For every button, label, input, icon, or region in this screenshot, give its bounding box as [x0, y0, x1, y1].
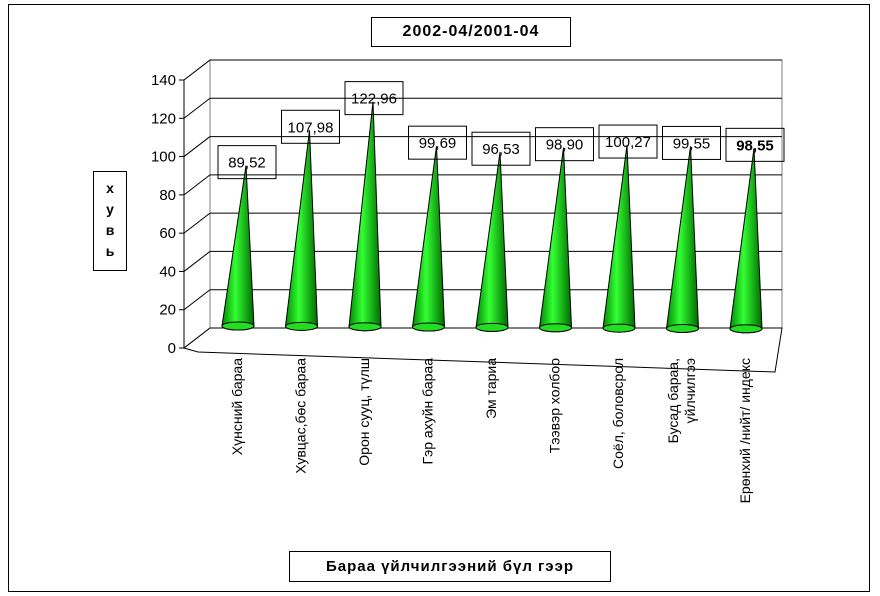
data-label-text: 100,27	[605, 134, 651, 151]
data-label: 99,55	[662, 125, 721, 160]
cone-base	[412, 322, 445, 332]
data-label: 98,90	[535, 127, 594, 162]
data-label-text: 98,55	[736, 137, 774, 154]
data-label-box	[662, 125, 721, 160]
data-label-box	[408, 125, 467, 160]
cone-base	[221, 321, 255, 331]
cone-body	[665, 146, 700, 333]
x-tick-label-line: Тээвэр холбоо	[547, 358, 563, 453]
cone-bar	[411, 146, 446, 332]
data-label-box	[598, 124, 658, 159]
cone-body	[729, 148, 763, 334]
x-tick-label-line: Хувцас,бөс бараа	[293, 358, 309, 474]
cone-bar	[284, 130, 319, 331]
data-label-box	[725, 127, 785, 162]
gridline-side	[183, 174, 211, 196]
x-tick-label-line: Бусад бараа,	[665, 358, 681, 443]
y-tick-label: 20	[159, 302, 176, 319]
data-label: 96,53	[471, 131, 531, 166]
cone-base	[348, 322, 382, 332]
data-label: 100,27	[598, 124, 658, 159]
cone-base	[285, 321, 318, 331]
y-axis-label-char: ь	[105, 243, 115, 259]
x-axis-label: Бараа үйлчилгээний бүл гээр	[289, 551, 611, 582]
gridline-side	[183, 59, 211, 81]
y-axis-label-char: у	[106, 201, 114, 217]
x-tick-label-line: Ерөнхий /нийт/ индекс	[737, 358, 753, 503]
x-tick-label-line: Эм тариа	[483, 358, 499, 419]
x-tick-label-line: Соёл, боловсрол	[610, 358, 626, 469]
gridline-side	[183, 136, 211, 157]
x-tick-label: Тээвэр холбоо	[547, 358, 563, 453]
x-tick-label-line: Гэр ахуйн бараа	[420, 358, 436, 465]
cone-base	[666, 323, 699, 333]
cone-base	[729, 324, 763, 334]
data-label-text: 99,69	[419, 135, 457, 152]
x-tick-label: Хувцас,бөс бараа	[293, 358, 309, 474]
data-label-text: 89,52	[228, 155, 266, 172]
cone-body	[475, 152, 509, 332]
cone-body	[602, 144, 636, 333]
data-label: 98,55	[725, 127, 785, 162]
y-axis-label-char: х	[106, 180, 114, 196]
data-label: 99,69	[408, 125, 467, 160]
data-label: 107,98	[281, 109, 340, 144]
cone-base	[539, 323, 572, 333]
y-tick-label: 120	[151, 110, 176, 127]
cone-body	[284, 130, 319, 331]
data-label-box	[471, 131, 531, 166]
gridline-side	[183, 97, 211, 119]
x-tick-label: Орон сууц, түлш	[356, 358, 372, 466]
cone-bar	[729, 148, 763, 334]
y-tick-label: 140	[151, 72, 176, 89]
chart-frame: 0 20 40 60 80 100 120 140 Хүнсний бараа Хувцас,б…	[8, 4, 870, 592]
y-tick-label: 100	[151, 149, 176, 166]
floor	[182, 327, 783, 373]
cone-bar	[221, 165, 255, 331]
x-tick-label: Гэр ахуйн бараа	[420, 358, 436, 465]
x-tick-label-line: Орон сууц, түлш	[356, 358, 372, 466]
gridline-side	[183, 289, 211, 311]
cone-bar	[475, 152, 509, 332]
cone-base	[602, 323, 636, 333]
cone-body	[411, 146, 446, 332]
y-tick-label: 60	[159, 225, 176, 242]
data-label-box	[217, 145, 277, 180]
cone-body	[221, 165, 255, 331]
x-tick-label-line: үйлчилгээ	[682, 358, 698, 423]
data-label-box	[281, 109, 340, 144]
chart-plot: 0 20 40 60 80 100 120 140 Хүнсний бараа Хувцас,б…	[151, 58, 785, 503]
x-tick-label: Соёл, боловсрол	[610, 358, 626, 469]
data-label-box	[535, 127, 594, 162]
cone-body	[348, 101, 382, 332]
cone-bar	[348, 101, 382, 332]
data-label-text: 122,96	[351, 91, 397, 108]
data-label-text: 107,98	[288, 119, 334, 136]
y-axis-label-char: в	[105, 222, 115, 238]
y-tick-label: 80	[159, 187, 176, 204]
gridline-side	[183, 212, 211, 234]
data-label: 89,52	[217, 145, 277, 180]
x-tick-label: Бусад бараа, үйлчилгээ	[665, 358, 698, 443]
side-wall	[183, 58, 211, 350]
cone-base	[475, 322, 509, 332]
x-tick-label: Ерөнхий /нийт/ индекс	[737, 358, 753, 503]
x-tick-label: Эм тариа	[483, 358, 499, 419]
data-label: 122,96	[344, 81, 404, 116]
cone-bar	[602, 144, 636, 333]
y-tick-label: 0	[168, 340, 176, 357]
cone-bar	[665, 146, 700, 333]
y-tick-label: 40	[159, 263, 176, 280]
data-label-text: 98,90	[546, 137, 584, 154]
data-label-text: 96,53	[482, 141, 520, 158]
gridline-side	[183, 251, 211, 272]
chart-title: 2002-04/2001-04	[371, 17, 571, 47]
x-tick-label: Хүнсний бараа	[229, 358, 245, 455]
x-tick-label-line: Хүнсний бараа	[229, 358, 245, 455]
data-label-box	[344, 81, 404, 116]
cone-bar	[538, 147, 573, 333]
data-label-text: 99,55	[673, 135, 711, 152]
